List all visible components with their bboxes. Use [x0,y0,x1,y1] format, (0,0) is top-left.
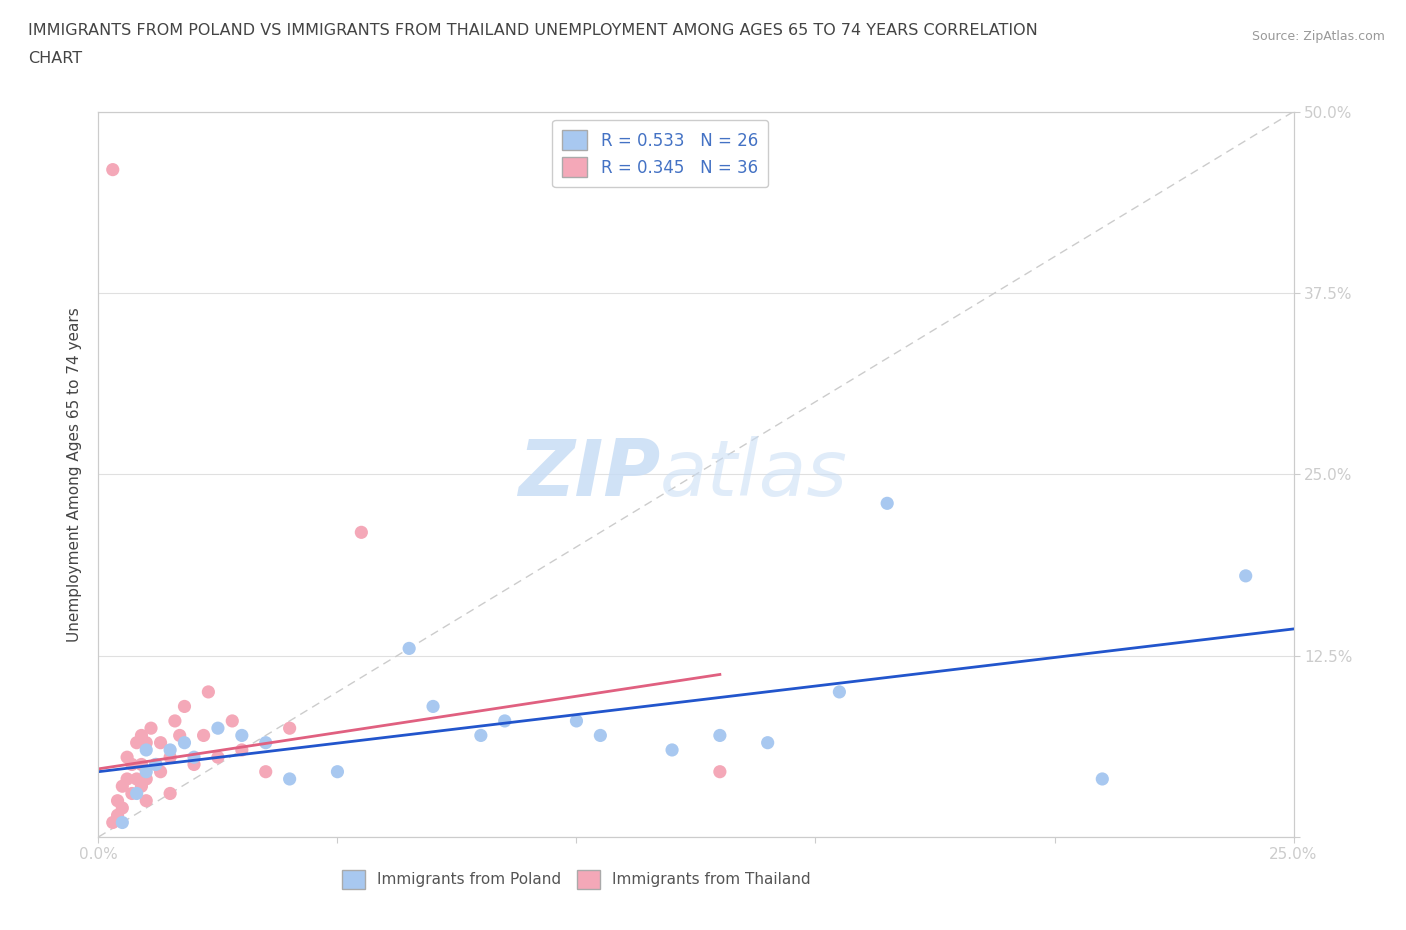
Point [115,750,138,764]
Point [183,750,205,764]
Point [589,728,612,743]
Text: CHART: CHART [28,51,82,66]
Point [121,757,143,772]
Point [350,525,373,539]
Point [111,801,134,816]
Point [149,764,172,779]
Point [125,772,148,787]
Point [125,736,148,751]
Point [470,728,492,743]
Text: ZIP: ZIP [517,436,661,512]
Point [139,721,162,736]
Point [876,496,898,511]
Point [756,736,779,751]
Point [107,793,129,808]
Point [422,699,444,714]
Point [131,778,153,793]
Point [125,786,148,801]
Point [107,808,129,823]
Point [197,684,219,699]
Point [828,684,851,699]
Point [131,728,153,743]
Point [173,736,195,751]
Point [193,728,215,743]
Point [135,772,157,787]
Point [121,786,143,801]
Point [159,786,181,801]
Point [565,713,588,728]
Point [221,713,243,728]
Point [159,742,181,757]
Point [207,750,229,764]
Point [173,699,195,714]
Point [254,736,277,751]
Point [149,736,172,751]
Point [163,713,186,728]
Point [145,757,167,772]
Point [135,742,157,757]
Point [159,750,181,764]
Point [398,641,420,656]
Point [494,713,516,728]
Point [135,764,157,779]
Y-axis label: Unemployment Among Ages 65 to 74 years: Unemployment Among Ages 65 to 74 years [67,307,83,642]
Text: Source: ZipAtlas.com: Source: ZipAtlas.com [1251,30,1385,43]
Point [145,757,167,772]
Point [326,764,349,779]
Point [111,815,134,830]
Point [135,793,157,808]
Text: IMMIGRANTS FROM POLAND VS IMMIGRANTS FROM THAILAND UNEMPLOYMENT AMONG AGES 65 TO: IMMIGRANTS FROM POLAND VS IMMIGRANTS FRO… [28,23,1038,38]
Text: atlas: atlas [661,436,848,512]
Point [115,772,138,787]
Point [709,728,731,743]
Point [1091,772,1114,787]
Point [131,757,153,772]
Point [709,764,731,779]
Point [254,764,277,779]
Legend: Immigrants from Poland, Immigrants from Thailand: Immigrants from Poland, Immigrants from … [336,864,817,895]
Point [101,162,124,177]
Point [1234,568,1257,583]
Point [278,772,301,787]
Point [169,728,191,743]
Point [231,742,253,757]
Point [278,721,301,736]
Point [135,736,157,751]
Point [101,815,124,830]
Point [661,742,683,757]
Point [183,757,205,772]
Point [111,778,134,793]
Point [231,728,253,743]
Point [207,721,229,736]
